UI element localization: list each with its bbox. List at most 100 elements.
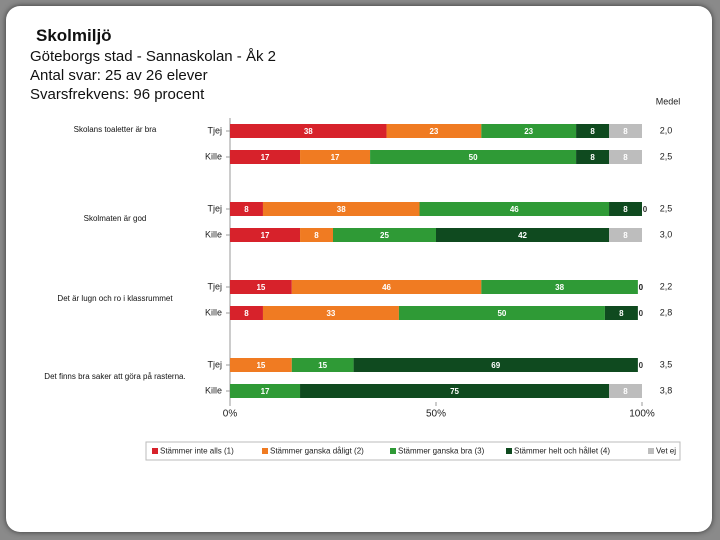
- medel-label: 2,2: [660, 281, 673, 291]
- value-label: 17: [261, 231, 270, 240]
- bar-segment: [262, 202, 420, 216]
- value-label: 0: [639, 309, 644, 318]
- bar-segment: [230, 358, 292, 372]
- bar-segment: [609, 202, 642, 216]
- bar-segment: [230, 384, 301, 398]
- medel-label: 3,5: [660, 359, 673, 369]
- value-label: 46: [510, 205, 519, 214]
- title: Skolmiljö: [36, 26, 112, 45]
- bar-segment: [370, 150, 577, 164]
- value-label: 0: [639, 283, 644, 292]
- bar-segment: [604, 306, 638, 320]
- bar-segment: [333, 228, 436, 242]
- value-label: 15: [256, 361, 265, 370]
- bar-segment: [300, 228, 333, 242]
- question-label: Det finns bra saker att göra på rasterna…: [44, 372, 186, 381]
- row-label: Tjej: [207, 359, 222, 369]
- medel-label: 3,0: [660, 229, 673, 239]
- row-label: Kille: [205, 229, 222, 239]
- value-label: 69: [491, 361, 500, 370]
- bar-segment: [576, 150, 610, 164]
- value-label: 8: [623, 387, 628, 396]
- bar-segment: [481, 124, 577, 138]
- question-label: Det är lugn och ro i klassrummet: [57, 294, 173, 303]
- value-label: 8: [619, 309, 624, 318]
- legend-swatch: [506, 448, 512, 454]
- value-label: 0: [639, 283, 644, 292]
- value-label: 8: [314, 231, 319, 240]
- row-label: Tjej: [207, 203, 222, 213]
- question-label: Skolans toaletter är bra: [73, 125, 157, 134]
- row-label: Kille: [205, 151, 222, 161]
- value-label: 8: [623, 231, 628, 240]
- legend-box: [145, 441, 681, 461]
- bar-segment: [230, 150, 301, 164]
- x-tick-label: 50%: [426, 409, 446, 420]
- value-label: 8: [590, 153, 595, 162]
- bar-segment: [419, 202, 610, 216]
- value-label: 38: [337, 205, 346, 214]
- bar-segment: [398, 306, 605, 320]
- value-label: 17: [331, 153, 340, 162]
- bar-segment: [609, 124, 642, 138]
- subtitle: Antal svar: 25 av 26 elever: [30, 67, 208, 84]
- medel-label: 2,5: [660, 203, 673, 213]
- value-label: 8: [623, 205, 628, 214]
- subtitle: Göteborgs stad - Sannaskolan - Åk 2: [30, 48, 276, 65]
- value-label: 0: [643, 205, 648, 214]
- value-label: 8: [244, 205, 249, 214]
- legend-label: Stämmer ganska bra (3): [398, 447, 485, 456]
- value-label: 23: [429, 127, 438, 136]
- row-label: Tjej: [207, 125, 222, 135]
- value-label: 33: [326, 309, 335, 318]
- row-label: Kille: [205, 385, 222, 395]
- bar-segment: [436, 228, 610, 242]
- bar-segment: [230, 228, 301, 242]
- bar-segment: [291, 358, 354, 372]
- value-label: 17: [261, 153, 270, 162]
- bar-segment: [300, 384, 610, 398]
- value-label: 25: [380, 231, 389, 240]
- question-label: Skolmaten är god: [83, 214, 147, 223]
- bar-segment: [353, 358, 638, 372]
- value-label: 38: [555, 283, 564, 292]
- value-label: 50: [469, 153, 478, 162]
- legend-swatch: [152, 448, 158, 454]
- bar-segment: [230, 280, 292, 294]
- x-tick-label: 100%: [629, 409, 655, 420]
- x-tick-label: 0%: [223, 409, 238, 420]
- medel-label: 2,5: [660, 151, 673, 161]
- value-label: 23: [524, 127, 533, 136]
- value-label: 8: [244, 309, 249, 318]
- medel-label: 3,8: [660, 385, 673, 395]
- bar-segment: [386, 124, 482, 138]
- medel-label: 2,0: [660, 125, 673, 135]
- bar-segment: [230, 124, 387, 138]
- legend-label: Stämmer ganska dåligt (2): [270, 447, 364, 456]
- bar-segment: [609, 150, 642, 164]
- value-label: 50: [497, 309, 506, 318]
- value-label: 0: [639, 361, 644, 370]
- value-label: 38: [304, 127, 313, 136]
- value-label: 17: [261, 387, 270, 396]
- subtitle: Svarsfrekvens: 96 procent: [30, 86, 205, 103]
- bar-segment: [291, 280, 482, 294]
- legend-label: Vet ej: [656, 447, 676, 456]
- bar-segment: [230, 306, 263, 320]
- value-label: 46: [382, 283, 391, 292]
- value-label: 8: [623, 153, 628, 162]
- bar-segment: [609, 228, 642, 242]
- legend-label: Stämmer helt och hållet (4): [514, 447, 610, 456]
- value-label: 15: [318, 361, 327, 370]
- bar-segment: [300, 150, 371, 164]
- bar-segment: [230, 202, 263, 216]
- medel-header: Medel: [656, 96, 681, 106]
- bar-segment: [262, 306, 399, 320]
- legend-swatch: [390, 448, 396, 454]
- value-label: 8: [623, 127, 628, 136]
- value-label: 15: [256, 283, 265, 292]
- bar-segment: [481, 280, 638, 294]
- row-label: Kille: [205, 307, 222, 317]
